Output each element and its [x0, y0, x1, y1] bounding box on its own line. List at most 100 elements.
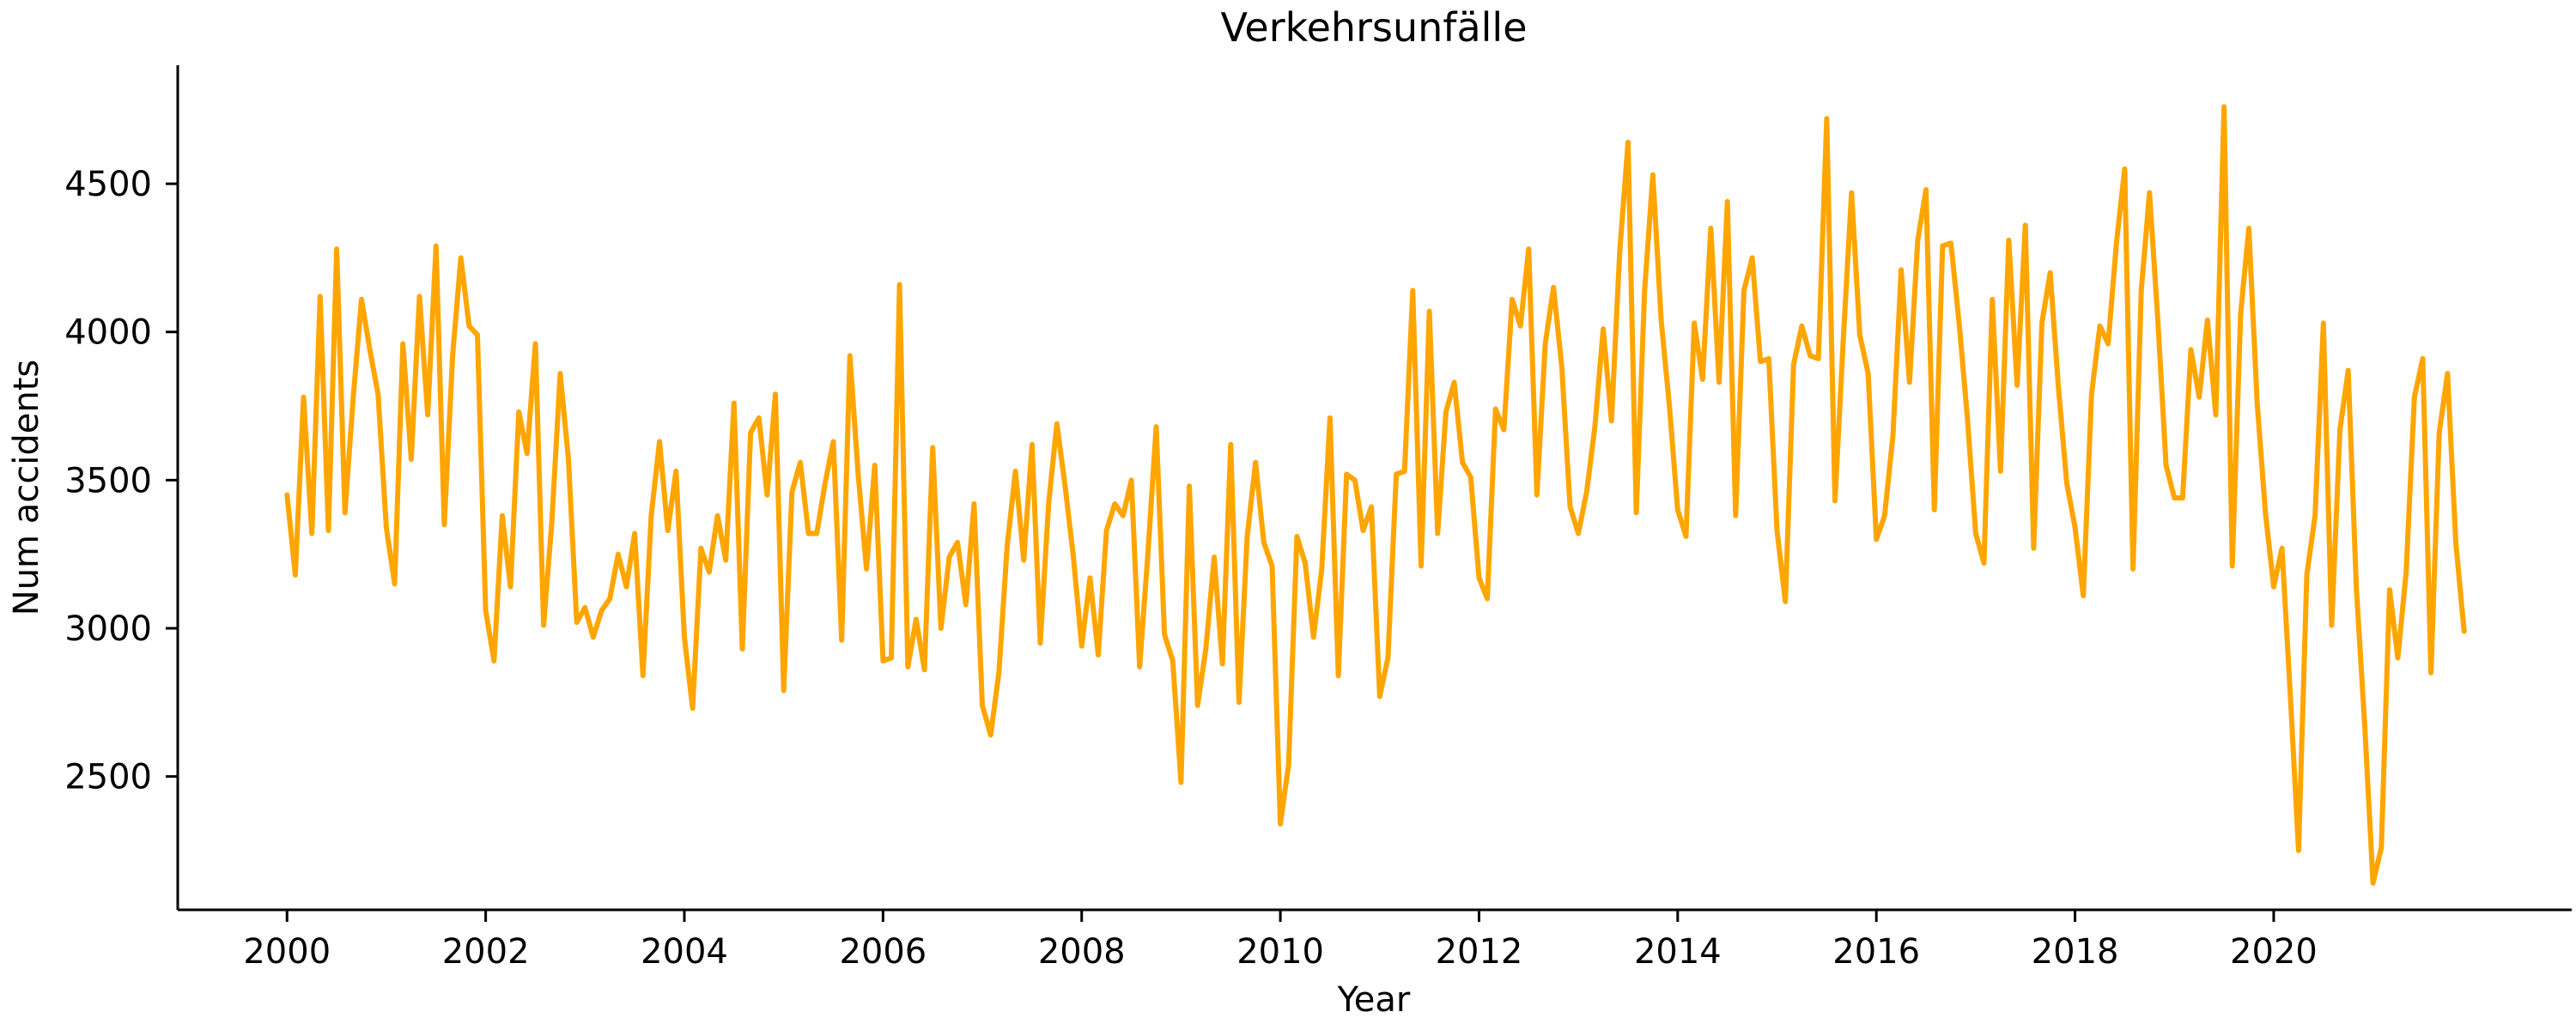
- data-point: [1121, 514, 1125, 518]
- data-point: [1063, 484, 1066, 488]
- data-point: [1983, 561, 1986, 565]
- data-point: [2049, 271, 2052, 275]
- data-point: [2239, 312, 2242, 316]
- data-point: [1337, 674, 1340, 677]
- data-point: [476, 333, 479, 336]
- data-point: [815, 532, 818, 536]
- data-point: [964, 603, 968, 606]
- data-point: [2197, 396, 2201, 399]
- data-point: [302, 396, 306, 399]
- data-point: [948, 555, 951, 559]
- data-point: [799, 461, 802, 464]
- data-point: [442, 523, 446, 526]
- data-point: [1552, 286, 1555, 289]
- data-point: [1833, 500, 1837, 503]
- data-point: [2222, 105, 2226, 108]
- data-point: [1965, 416, 1969, 420]
- data-point: [2057, 386, 2060, 390]
- data-point: [1378, 694, 1382, 698]
- data-point: [2445, 372, 2449, 375]
- data-point: [1419, 565, 1423, 568]
- data-point: [2438, 431, 2441, 434]
- data-point: [517, 410, 520, 414]
- data-point: [1593, 425, 1596, 428]
- data-point: [1030, 443, 1034, 446]
- data-point: [1734, 514, 1737, 518]
- chart-title: Verkehrsunfälle: [1221, 4, 1528, 51]
- data-point: [1411, 288, 1414, 292]
- data-point: [434, 245, 438, 248]
- data-point: [2074, 526, 2077, 530]
- data-point: [1171, 659, 1175, 663]
- data-point: [732, 402, 736, 405]
- data-point: [467, 324, 471, 328]
- data-point: [1999, 470, 2002, 473]
- data-point: [1874, 537, 1878, 541]
- data-point: [2172, 496, 2176, 500]
- data-point: [1610, 419, 1613, 422]
- data-point: [1892, 434, 1895, 438]
- data-point: [343, 511, 347, 514]
- data-point: [1204, 647, 1207, 651]
- data-point: [1072, 555, 1075, 559]
- data-point: [914, 618, 918, 621]
- data-point: [526, 451, 529, 455]
- data-point: [625, 585, 629, 589]
- data-point: [1850, 191, 1853, 195]
- x-tick-label: 2012: [1436, 932, 1523, 972]
- data-point: [1949, 241, 1953, 245]
- data-point: [2288, 692, 2292, 695]
- data-point: [2354, 588, 2358, 591]
- data-point: [2032, 547, 2035, 550]
- data-point: [989, 733, 993, 736]
- data-point: [1047, 502, 1050, 506]
- data-point: [1783, 600, 1787, 603]
- data-point: [1924, 188, 1928, 191]
- data-point: [2123, 167, 2126, 171]
- data-point: [923, 668, 927, 671]
- data-point: [2115, 241, 2118, 245]
- data-point: [1246, 535, 1249, 538]
- data-point: [931, 445, 934, 449]
- data-point: [1792, 363, 1795, 367]
- data-point: [716, 514, 720, 518]
- data-point: [1899, 268, 1903, 271]
- data-point: [1958, 321, 1961, 324]
- data-point: [649, 514, 653, 518]
- data-point: [1088, 576, 1091, 579]
- data-point: [1519, 324, 1522, 328]
- data-point: [2263, 511, 2267, 514]
- data-point: [2347, 369, 2350, 373]
- data-point: [856, 473, 860, 476]
- data-point: [1808, 354, 1812, 357]
- data-point: [807, 532, 811, 536]
- data-point: [2140, 288, 2143, 292]
- data-point: [1618, 251, 1621, 254]
- data-point: [617, 553, 620, 556]
- data-point: [1485, 597, 1489, 601]
- data-point: [1105, 529, 1109, 532]
- data-point: [1130, 478, 1133, 482]
- data-point: [2272, 585, 2275, 589]
- data-point: [1155, 425, 1158, 428]
- data-point: [2231, 565, 2234, 568]
- data-point: [1221, 662, 1224, 665]
- data-point: [790, 490, 793, 494]
- data-point: [1676, 508, 1680, 512]
- data-point: [1328, 416, 1332, 420]
- data-point: [1345, 473, 1348, 476]
- y-tick-label: 4500: [64, 165, 152, 204]
- data-point: [1312, 635, 1315, 639]
- data-point: [708, 570, 711, 573]
- data-point: [1701, 378, 1704, 381]
- data-point: [583, 606, 586, 609]
- y-tick-label: 3000: [64, 609, 152, 649]
- data-point: [1212, 555, 1216, 559]
- data-point: [335, 247, 338, 251]
- data-point: [1005, 543, 1009, 547]
- x-tick-label: 2002: [442, 932, 530, 972]
- data-point: [1428, 310, 1431, 313]
- data-point: [832, 440, 835, 444]
- data-point: [782, 689, 786, 693]
